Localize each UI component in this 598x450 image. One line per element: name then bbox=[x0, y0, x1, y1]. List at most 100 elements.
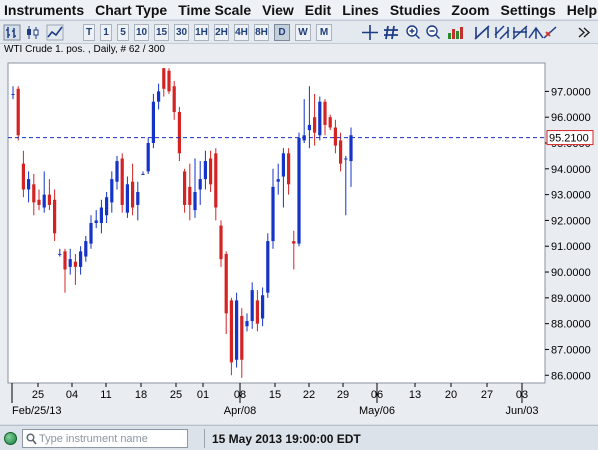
x-tick-label: 22 bbox=[303, 389, 315, 401]
fibonacci-icon[interactable] bbox=[511, 24, 529, 41]
timeframe-4h-button[interactable]: 4H bbox=[234, 24, 249, 41]
status-divider bbox=[204, 429, 205, 448]
trend-line-icon[interactable] bbox=[473, 24, 491, 41]
y-tick-label: 94.0000 bbox=[551, 164, 591, 176]
delete-lines-icon[interactable] bbox=[541, 24, 559, 41]
bar-chart-icon[interactable] bbox=[3, 24, 21, 41]
x-tick-label: 20 bbox=[445, 389, 457, 401]
timeframe-d-button[interactable]: D bbox=[274, 24, 290, 41]
instrument-search-box[interactable] bbox=[22, 429, 188, 448]
y-tick-label: 86.0000 bbox=[551, 370, 591, 382]
x-tick-label: 11 bbox=[100, 389, 111, 401]
current-price-box bbox=[546, 130, 594, 146]
x-tick-label: 04 bbox=[66, 389, 78, 401]
candle-up bbox=[141, 173, 145, 175]
connection-status-icon[interactable] bbox=[4, 432, 17, 445]
zoom-out-icon[interactable] bbox=[424, 24, 442, 41]
candle-down bbox=[339, 140, 343, 164]
candle-down bbox=[120, 158, 124, 205]
candle-down bbox=[188, 186, 192, 205]
candle-up bbox=[245, 321, 249, 327]
menu-help[interactable]: Help bbox=[566, 1, 598, 18]
instrument-search-input[interactable] bbox=[39, 431, 185, 446]
candle-up bbox=[250, 290, 254, 322]
crosshair-icon[interactable] bbox=[361, 24, 379, 41]
candle-up bbox=[89, 223, 93, 244]
candle-up bbox=[27, 179, 31, 190]
search-icon bbox=[26, 433, 37, 445]
menu-edit[interactable]: Edit bbox=[304, 1, 332, 18]
menu-view[interactable]: View bbox=[262, 1, 294, 18]
channel-icon[interactable] bbox=[493, 24, 511, 41]
menu-instruments[interactable]: Instruments bbox=[4, 1, 85, 18]
candle-up bbox=[68, 259, 72, 267]
candlestick-chart[interactable]: 97.000096.000095.000094.000093.000092.00… bbox=[0, 44, 598, 424]
timeframe-15-button[interactable]: 15 bbox=[154, 24, 169, 41]
menu-time-scale[interactable]: Time Scale bbox=[178, 1, 252, 18]
candle-up bbox=[157, 91, 161, 102]
y-tick-label: 96.0000 bbox=[551, 112, 591, 124]
menu-lines[interactable]: Lines bbox=[342, 1, 379, 18]
candle-down bbox=[240, 315, 244, 360]
candle-down bbox=[32, 184, 36, 203]
candle-down bbox=[73, 261, 77, 267]
candle-up bbox=[235, 300, 239, 360]
candle-up bbox=[261, 295, 265, 319]
x-tick-label: 29 bbox=[337, 389, 349, 401]
candle-down bbox=[219, 225, 223, 260]
bar-type-icon[interactable] bbox=[446, 24, 464, 41]
more-icon[interactable] bbox=[575, 24, 593, 41]
candle-up bbox=[146, 143, 150, 172]
candle-down bbox=[63, 251, 67, 270]
candle-up bbox=[94, 220, 98, 223]
timeframe-w-button[interactable]: W bbox=[295, 24, 311, 41]
candle-down bbox=[224, 253, 228, 314]
grid-icon[interactable] bbox=[382, 24, 400, 41]
timeframe-2h-button[interactable]: 2H bbox=[214, 24, 229, 41]
candle-down bbox=[167, 70, 171, 92]
candle-up bbox=[84, 241, 88, 257]
menu-studies[interactable]: Studies bbox=[389, 1, 441, 18]
candle-up bbox=[198, 179, 202, 190]
month-label: Jun/03 bbox=[505, 405, 538, 417]
candle-down bbox=[47, 194, 51, 205]
candlestick-icon[interactable] bbox=[24, 24, 42, 41]
menu-zoom[interactable]: Zoom bbox=[451, 1, 490, 18]
timeframe-1-button[interactable]: 1 bbox=[100, 24, 112, 41]
timeframe-1h-button[interactable]: 1H bbox=[194, 24, 209, 41]
line-chart-icon[interactable] bbox=[46, 24, 64, 41]
candle-up bbox=[281, 153, 285, 177]
status-bar: 15 May 2013 19:00:00 EDT bbox=[0, 425, 598, 450]
timeframe-8h-button[interactable]: 8H bbox=[254, 24, 269, 41]
zoom-in-icon[interactable] bbox=[404, 24, 422, 41]
toolbar: T 1 5 10 15 30 1H 2H 4H 8H D W M bbox=[0, 20, 598, 44]
timeframe-30-button[interactable]: 30 bbox=[174, 24, 189, 41]
chart-panel[interactable]: 97.000096.000095.000094.000093.000092.00… bbox=[0, 44, 598, 424]
x-tick-label: 25 bbox=[32, 389, 44, 401]
candle-down bbox=[21, 163, 25, 190]
menu-chart-type[interactable]: Chart Type bbox=[95, 1, 168, 18]
timeframe-5-button[interactable]: 5 bbox=[117, 24, 129, 41]
candle-down bbox=[162, 68, 166, 89]
x-tick-label: 27 bbox=[481, 389, 493, 401]
plot-area bbox=[7, 62, 546, 384]
candle-up bbox=[318, 101, 322, 136]
month-label: Apr/08 bbox=[224, 405, 256, 417]
x-tick-label: 01 bbox=[197, 389, 209, 401]
candle-down bbox=[172, 86, 176, 113]
x-tick-label: 18 bbox=[135, 389, 147, 401]
candle-down bbox=[287, 153, 291, 185]
month-label: May/06 bbox=[359, 405, 395, 417]
candle-down bbox=[177, 112, 181, 154]
candle-up bbox=[79, 251, 83, 267]
y-tick-label: 90.0000 bbox=[551, 267, 591, 279]
candle-up bbox=[99, 207, 103, 223]
menu-settings[interactable]: Settings bbox=[500, 1, 556, 18]
pitchfork-icon[interactable] bbox=[527, 24, 545, 41]
candle-down bbox=[37, 199, 41, 205]
candle-up bbox=[110, 179, 114, 203]
timeframe-10-button[interactable]: 10 bbox=[134, 24, 149, 41]
candle-down bbox=[229, 300, 233, 363]
timeframe-t-button[interactable]: T bbox=[83, 24, 95, 41]
timeframe-m-button[interactable]: M bbox=[316, 24, 332, 41]
